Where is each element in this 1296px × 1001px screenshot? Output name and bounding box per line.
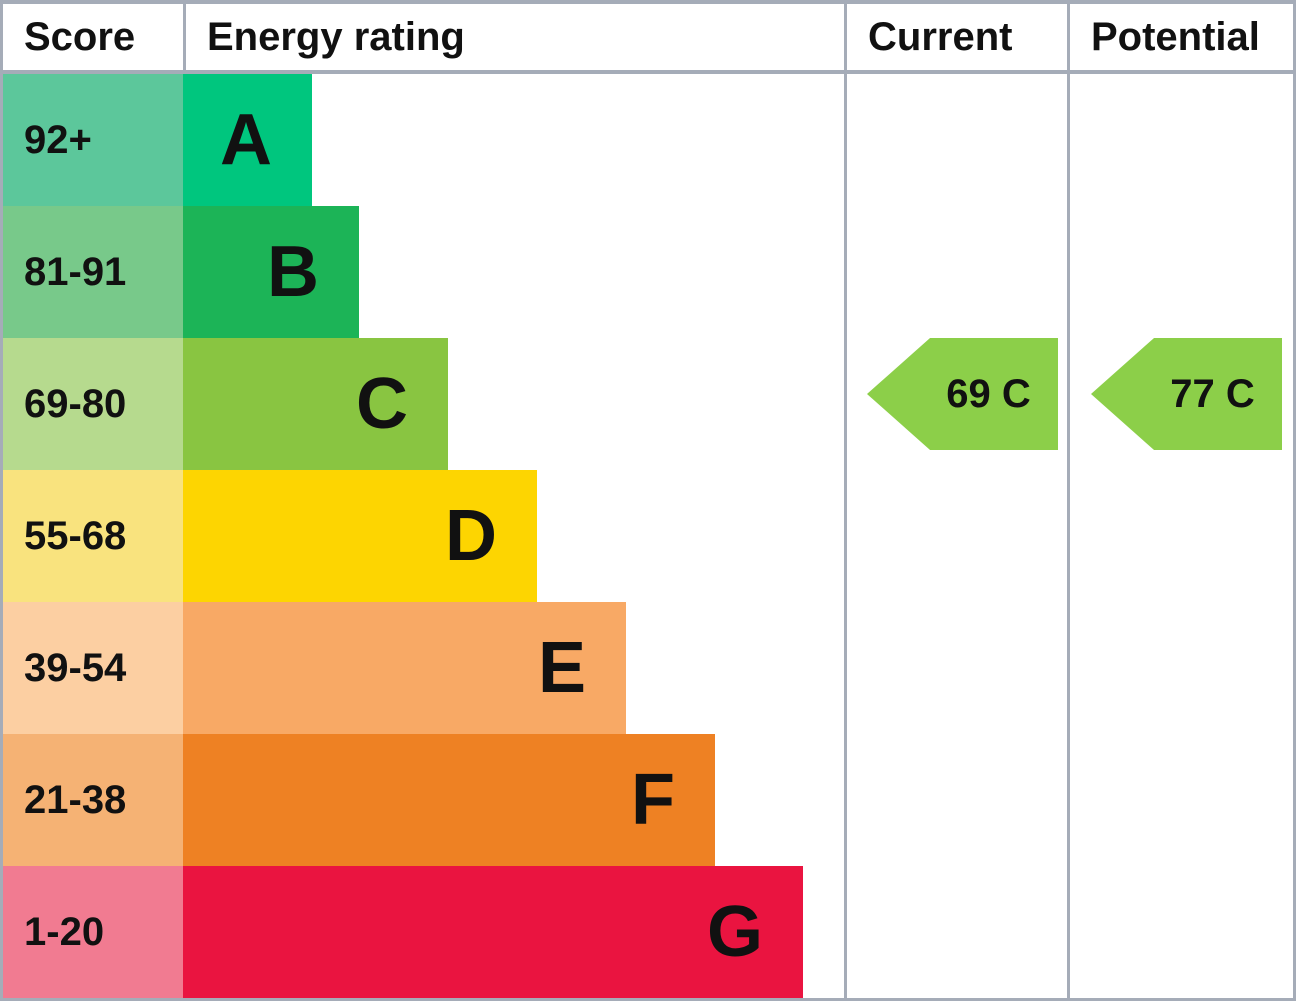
rating-row-b: 81-91 B <box>3 206 844 338</box>
rating-bar-f: F <box>183 734 715 866</box>
rating-bar-a: A <box>183 74 312 206</box>
rating-letter-d: D <box>445 496 497 576</box>
rating-letter-f: F <box>631 760 675 840</box>
rating-row-d: 55-68 D <box>3 470 844 602</box>
rating-bar-c: C <box>183 338 448 470</box>
table-header: Score Energy rating Current Potential <box>3 4 1293 74</box>
rating-bands: 92+ A 81-91 B 69-80 C 55-68 D 39-54 <box>3 74 844 998</box>
score-column-divider <box>183 4 186 70</box>
rating-row-e: 39-54 E <box>3 602 844 734</box>
rating-row-g: 1-20 G <box>3 866 844 998</box>
score-range-cell: 39-54 <box>3 602 183 734</box>
rating-letter-g: G <box>706 892 763 972</box>
score-range-cell: 55-68 <box>3 470 183 602</box>
rating-letter-c: C <box>356 364 408 444</box>
score-range-cell: 1-20 <box>3 866 183 998</box>
rating-letter-b: B <box>267 232 319 312</box>
potential-column-divider <box>1067 4 1070 998</box>
rating-bar-g: G <box>183 866 803 998</box>
score-range-cell: 92+ <box>3 74 183 206</box>
rating-row-f: 21-38 F <box>3 734 844 866</box>
rating-letter-e: E <box>537 628 586 708</box>
current-rating-label: 69 C <box>946 371 1031 416</box>
rating-bar-b: B <box>183 206 359 338</box>
score-column-header: Score <box>24 14 136 59</box>
score-range-cell: 81-91 <box>3 206 183 338</box>
potential-rating-label: 77 C <box>1170 371 1255 416</box>
score-range-cell: 69-80 <box>3 338 183 470</box>
current-column-divider <box>844 4 847 998</box>
rating-bar-e: E <box>183 602 626 734</box>
header-bottom-border <box>3 70 1293 74</box>
potential-rating-arrow: 77 C <box>1091 338 1282 450</box>
current-rating-arrow: 69 C <box>867 338 1058 450</box>
rating-row-c: 69-80 C <box>3 338 844 470</box>
current-column-header: Current <box>868 14 1013 59</box>
score-range-cell: 21-38 <box>3 734 183 866</box>
rating-row-a: 92+ A <box>3 74 844 206</box>
rating-bar-d: D <box>183 470 537 602</box>
energy-rating-column-header: Energy rating <box>207 14 465 59</box>
potential-column-header: Potential <box>1091 14 1260 59</box>
rating-letter-a: A <box>220 100 272 180</box>
